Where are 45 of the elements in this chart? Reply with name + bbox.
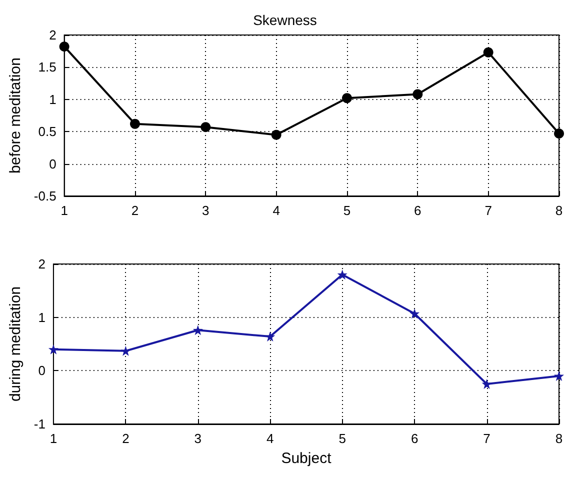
x-tick-label: 7 xyxy=(484,203,492,218)
x-tick-label: 5 xyxy=(343,203,351,218)
point xyxy=(482,379,492,389)
y-tick-label: -1 xyxy=(34,416,46,432)
y-axis-title: before meditation xyxy=(7,58,24,174)
x-tick-label: 4 xyxy=(266,431,274,446)
y-tick-label: 1.5 xyxy=(38,60,56,75)
y-tick-label: 1 xyxy=(38,310,46,325)
x-tick-label: 7 xyxy=(483,431,490,446)
x-tick-label: 3 xyxy=(202,203,210,218)
point xyxy=(554,371,564,381)
y-tick-label: -0.5 xyxy=(34,188,56,204)
point xyxy=(554,128,564,139)
y-tick-label: 0.5 xyxy=(38,124,56,140)
y-tick-label: 2 xyxy=(49,28,56,42)
x-tick-label: 6 xyxy=(410,431,418,446)
x-tick-label: 6 xyxy=(414,203,422,218)
chart-title: Skewness xyxy=(253,12,317,28)
x-tick-label: 4 xyxy=(272,203,280,218)
point xyxy=(342,93,352,104)
x-tick-label: 1 xyxy=(60,203,68,218)
point xyxy=(265,332,276,342)
point xyxy=(410,308,420,319)
y-tick-label: 1 xyxy=(49,92,56,107)
x-axis-title: Subject xyxy=(281,450,332,467)
y-tick-label: 0 xyxy=(49,156,56,172)
y-tick-label: 2 xyxy=(38,256,46,272)
point xyxy=(192,325,203,336)
point xyxy=(337,270,348,280)
x-tick-label: 3 xyxy=(194,431,202,446)
x-tick-label: 8 xyxy=(555,431,563,446)
point xyxy=(48,344,58,354)
y-axis-title: during meditation xyxy=(7,286,24,402)
point xyxy=(130,118,140,129)
x-tick-label: 5 xyxy=(338,431,346,446)
x-tick-label: 2 xyxy=(122,431,130,446)
point xyxy=(271,130,282,140)
point xyxy=(59,42,70,52)
point xyxy=(120,346,131,356)
point xyxy=(483,47,494,58)
x-tick-label: 2 xyxy=(131,203,139,218)
x-tick-label: 8 xyxy=(555,203,563,218)
point xyxy=(412,89,423,100)
y-tick-label: 0 xyxy=(38,363,46,378)
point xyxy=(200,122,211,132)
